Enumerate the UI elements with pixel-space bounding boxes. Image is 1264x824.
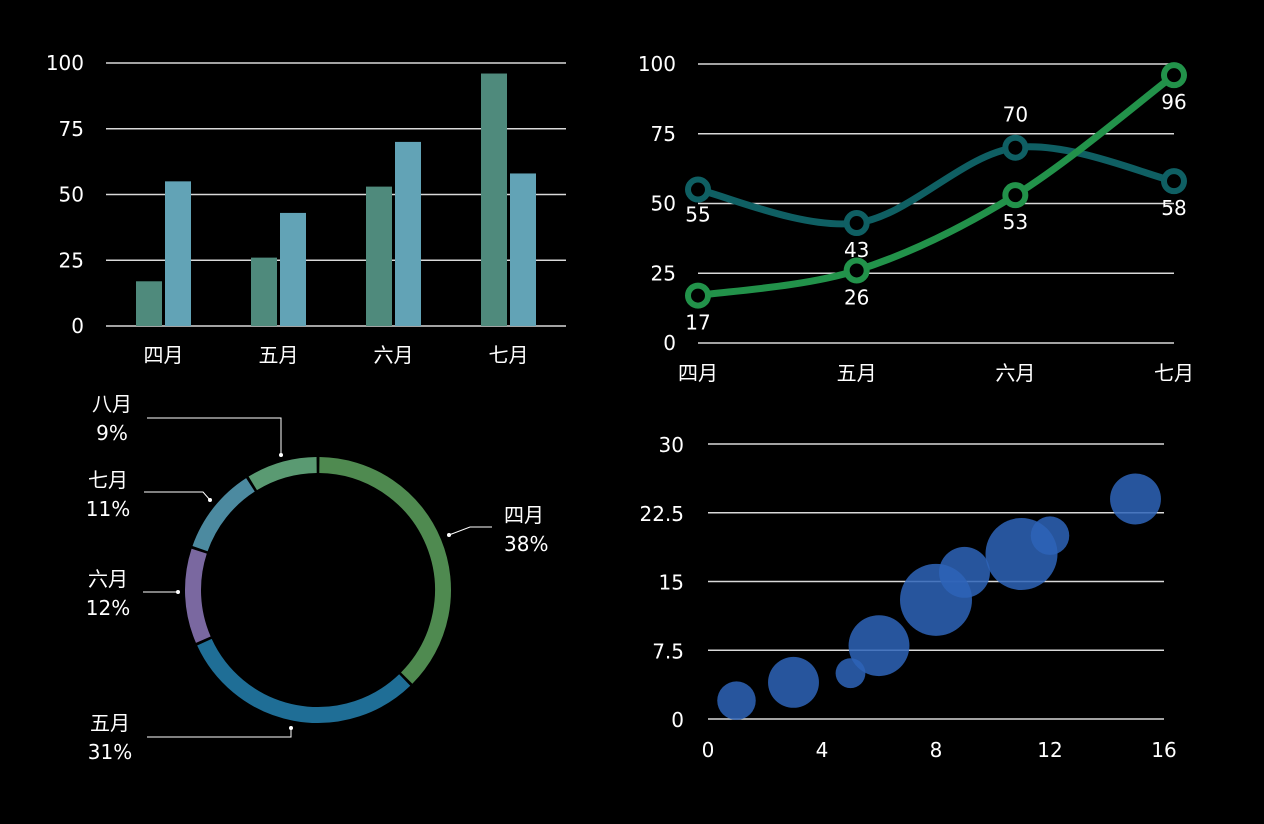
bubble-point-8 xyxy=(1030,516,1070,555)
line-y-tick-label: 25 xyxy=(651,261,676,285)
line-data-label: 17 xyxy=(685,311,710,335)
line-series1 xyxy=(694,143,1178,228)
donut-leader-dot xyxy=(176,590,180,594)
bar-series1-1 xyxy=(136,281,162,326)
line-data-label: 70 xyxy=(1003,103,1028,127)
donut-leader-line xyxy=(144,491,211,501)
bar-y-tick-label: 50 xyxy=(59,183,84,207)
bubble-x-tick-label: 8 xyxy=(930,738,943,762)
bar-series2-3 xyxy=(395,141,421,326)
bubble-point-1 xyxy=(717,681,756,720)
line-data-label: 55 xyxy=(685,203,710,227)
donut-percent-label: 11% xyxy=(86,497,130,521)
line-y-tick-label: 0 xyxy=(663,331,676,355)
bar-y-tick-label: 100 xyxy=(46,51,84,75)
donut-slice-2 xyxy=(197,638,411,723)
bubble-y-tick-label: 15 xyxy=(659,571,684,595)
line-data-label: 26 xyxy=(844,285,869,309)
donut-percent-label: 31% xyxy=(88,740,132,764)
bubble-chart: 0 7.5 15 22.5 30 0 4 8 12 16 xyxy=(639,433,1176,762)
line-point xyxy=(685,282,711,309)
bar-x-tick-label: 七月 xyxy=(489,343,529,367)
line-x-tick-label: 五月 xyxy=(837,361,877,385)
line-x-tick-label: 七月 xyxy=(1154,361,1194,385)
donut-slice-3 xyxy=(185,548,211,643)
line-point xyxy=(843,257,870,284)
bar-x-tick-label: 四月 xyxy=(144,343,184,367)
line-data-label: 96 xyxy=(1161,90,1186,114)
bar-y-tick-label: 75 xyxy=(59,117,84,141)
bar-chart: 0 25 50 75 100 四月 五月 六月 七月 xyxy=(46,51,566,367)
donut-category-label: 五月 xyxy=(90,711,130,735)
bar-series1-4 xyxy=(481,73,507,327)
donut-leader-line xyxy=(147,417,282,455)
bubble-x-tick-label: 16 xyxy=(1151,738,1176,762)
line-data-label: 58 xyxy=(1161,196,1186,220)
line-chart: 0 25 50 75 100 四月 五月 六月 七月 55 43 70 58 17 26 53 96 xyxy=(638,52,1194,385)
bubble-point-4 xyxy=(848,615,910,677)
line-y-tick-label: 100 xyxy=(638,52,676,76)
bubble-y-tick-label: 7.5 xyxy=(652,639,684,663)
line-y-tick-label: 75 xyxy=(651,122,676,146)
bubble-y-tick-label: 30 xyxy=(659,433,684,457)
bubble-x-tick-label: 0 xyxy=(702,738,715,762)
bubble-x-tick-label: 4 xyxy=(816,738,829,762)
bubble-point-2 xyxy=(768,656,819,708)
donut-percent-label: 38% xyxy=(504,532,548,556)
donut-chart: 四月 38% 五月 31% 六月 12% 七月 11% 八月 9% xyxy=(86,392,549,764)
bar-x-tick-label: 六月 xyxy=(374,343,414,367)
donut-leader-dot xyxy=(447,533,451,537)
bar-y-tick-label: 0 xyxy=(71,314,84,338)
donut-slice-4 xyxy=(192,478,255,552)
donut-leader-line xyxy=(147,728,292,738)
donut-category-label: 八月 xyxy=(92,392,132,416)
line-point xyxy=(1002,134,1029,161)
line-series2 xyxy=(694,71,1178,300)
bar-x-tick-label: 五月 xyxy=(259,343,299,367)
line-y-tick-label: 50 xyxy=(651,192,676,216)
donut-leader-dot xyxy=(289,726,293,730)
line-point xyxy=(1161,168,1187,195)
donut-leader-dot xyxy=(279,453,283,457)
bar-series2-1 xyxy=(165,181,191,326)
line-data-label: 53 xyxy=(1003,210,1028,234)
line-x-tick-label: 四月 xyxy=(678,361,718,385)
bar-series1-3 xyxy=(366,186,392,326)
bar-y-tick-label: 25 xyxy=(59,248,84,272)
bar-series2-4 xyxy=(510,173,536,326)
donut-leader-dot xyxy=(208,498,212,502)
line-point xyxy=(1002,182,1029,209)
bubble-point-6 xyxy=(939,546,990,598)
donut-category-label: 七月 xyxy=(88,468,128,492)
donut-slice-5 xyxy=(248,457,317,491)
bubble-y-tick-label: 0 xyxy=(671,708,684,732)
line-point xyxy=(1161,62,1187,89)
donut-leader-line xyxy=(448,526,492,536)
line-x-tick-label: 六月 xyxy=(995,361,1035,385)
donut-slice-1 xyxy=(319,457,451,684)
bar-series2-2 xyxy=(280,212,306,326)
bubble-point-9 xyxy=(1110,473,1161,525)
donut-percent-label: 12% xyxy=(86,596,130,620)
donut-category-label: 六月 xyxy=(88,567,128,591)
donut-category-label: 四月 xyxy=(504,503,544,527)
line-point xyxy=(843,210,870,237)
bubble-x-tick-label: 12 xyxy=(1037,738,1062,762)
bubble-y-tick-label: 22.5 xyxy=(639,502,684,526)
line-point xyxy=(685,176,711,203)
line-data-label: 43 xyxy=(844,238,869,262)
donut-percent-label: 9% xyxy=(96,421,128,445)
bar-series1-2 xyxy=(251,257,277,326)
